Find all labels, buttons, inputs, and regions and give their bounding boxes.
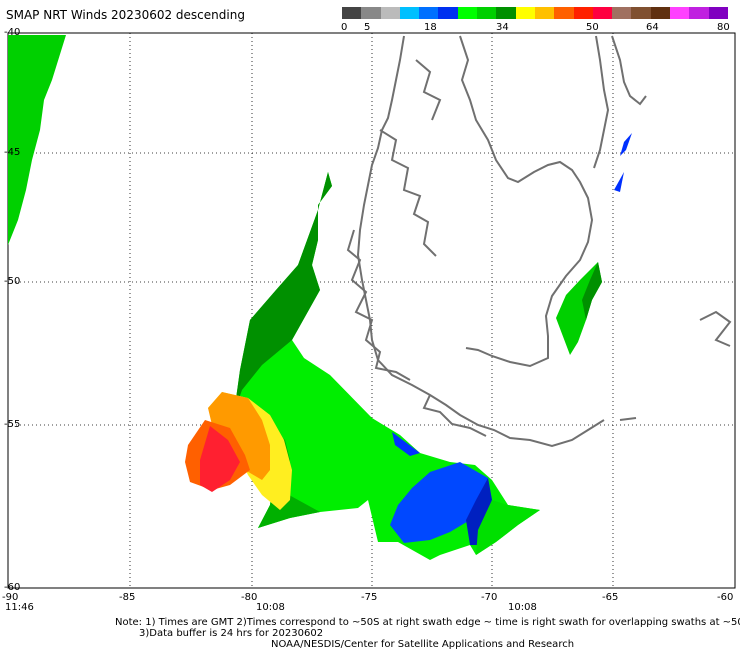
lon-label: -65 — [602, 592, 619, 603]
graticule — [8, 33, 735, 588]
wind-speed-colorbar — [342, 7, 728, 19]
colorbar-tick: 0 — [341, 22, 348, 33]
colorbar-segment — [670, 7, 690, 19]
colorbar-segment — [631, 7, 651, 19]
colorbar-tick: 34 — [496, 22, 509, 33]
high-wind-core — [185, 392, 292, 510]
colorbar-tick: 64 — [646, 22, 659, 33]
lat-label: -45 — [4, 147, 21, 158]
footnote-credit: NOAA/NESDIS/Center for Satellite Applica… — [271, 639, 575, 650]
lon-label: -90 — [2, 592, 19, 603]
lon-label: -85 — [119, 592, 136, 603]
colorbar-segment — [554, 7, 574, 19]
colorbar-tick: 18 — [424, 22, 437, 33]
colorbar-segment — [399, 7, 420, 19]
swath-time: 10:08 — [256, 602, 285, 613]
lat-label: -40 — [4, 27, 21, 38]
lon-label: -80 — [241, 592, 258, 603]
colorbar-segment — [496, 7, 516, 19]
lon-label: -60 — [717, 592, 734, 603]
colorbar-tick: 80 — [717, 22, 730, 33]
colorbar-segment — [342, 7, 362, 19]
footnote-line-2: 3)Data buffer is 24 hrs for 20230602 — [139, 628, 324, 639]
lon-label: -70 — [481, 592, 498, 603]
lon-label: -75 — [361, 592, 378, 603]
colorbar-segment — [380, 7, 400, 19]
wind-swath-main — [234, 172, 540, 560]
colorbar-segment — [534, 7, 555, 19]
colorbar-segment — [515, 7, 535, 19]
colorbar-segment — [612, 7, 632, 19]
map-frame — [7, 32, 736, 589]
map-title: SMAP NRT Winds 20230602 descending — [6, 8, 245, 22]
colorbar-segment — [438, 7, 458, 19]
lat-label: -50 — [4, 276, 21, 287]
colorbar-segment — [708, 7, 728, 19]
swath-time: 11:46 — [5, 602, 34, 613]
footnote-line-1: Note: 1) Times are GMT 2)Times correspon… — [115, 617, 740, 628]
colorbar-segment — [419, 7, 439, 19]
colorbar-segment — [361, 7, 381, 19]
colorbar-tick: 50 — [586, 22, 599, 33]
colorbar-segment — [689, 7, 709, 19]
colorbar-tick: 5 — [364, 22, 371, 33]
colorbar-segment — [592, 7, 613, 19]
wind-swath-left — [8, 35, 66, 245]
colorbar-segment — [477, 7, 497, 19]
colorbar-segment — [457, 7, 478, 19]
colorbar-segment — [650, 7, 671, 19]
colorbar-segment — [573, 7, 593, 19]
swath-time: 10:08 — [508, 602, 537, 613]
lat-label: -60 — [4, 582, 21, 593]
lat-label: -55 — [4, 419, 21, 430]
coastline — [346, 35, 732, 448]
